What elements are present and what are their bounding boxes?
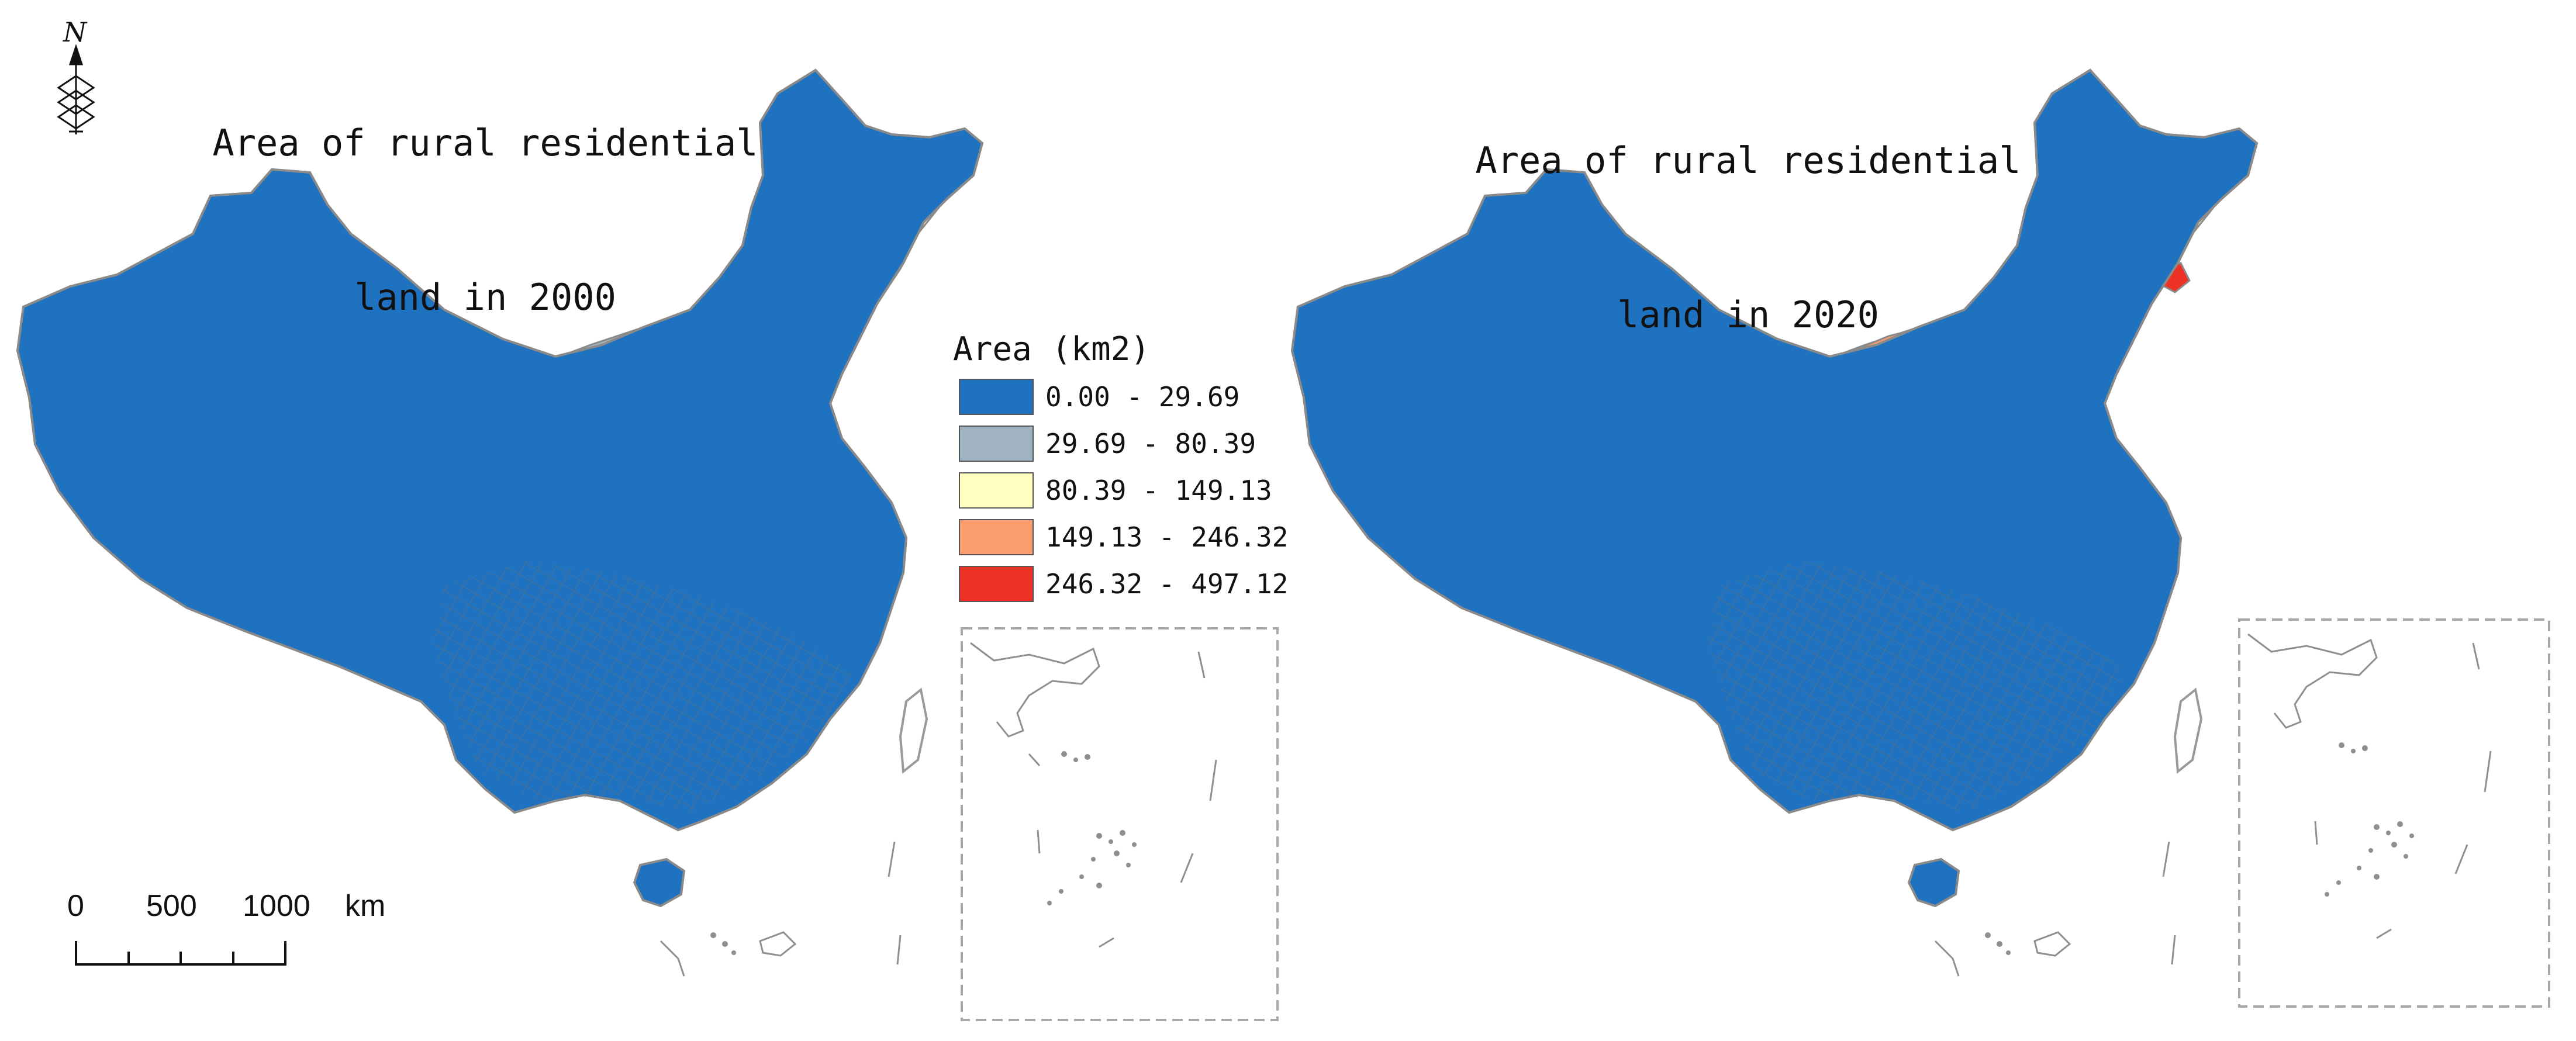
scale-unit: km [345,889,386,923]
legend-swatch [959,519,1034,555]
legend-swatch [959,426,1034,462]
legend-label: 80.39 - 149.13 [1045,475,1272,506]
legend-item: 246.32 - 497.12 [959,566,1288,602]
north-arrow-label: N [63,16,87,48]
legend-item: 29.69 - 80.39 [959,426,1256,462]
hainan-2020 [1907,857,1960,908]
inset-frame-2000 [961,627,1279,1021]
taiwan-2020 [2173,687,2203,774]
legend-item: 80.39 - 149.13 [959,472,1272,509]
legend-swatch [959,566,1034,602]
map-title-2020-line1: Area of rural residential [1475,139,2021,182]
scale-tick-500: 500 [146,889,197,923]
scale-bar [75,941,286,966]
legend-label: 0.00 - 29.69 [1045,381,1240,413]
scale-tick-1000: 1000 [243,889,310,923]
legend-title: Area (km2) [953,330,1151,368]
north-arrow-icon [57,44,95,134]
legend-swatch [959,472,1034,509]
map-title-2020: Area of rural residential land in 2020 [1456,32,2040,444]
legend-label: 29.69 - 80.39 [1045,428,1256,459]
map-2000 [16,44,1279,1021]
map-title-2000: Area of rural residential land in 2000 [193,15,778,426]
hainan-2000 [633,857,686,908]
taiwan-2000 [899,687,928,774]
map-2020 [1290,68,2550,1008]
legend-swatch [959,379,1034,415]
legend-item: 0.00 - 29.69 [959,379,1239,415]
inset-frame-2020 [2238,618,2550,1008]
map-title-2000-line2: land in 2000 [354,276,616,319]
scale-tick-0: 0 [67,889,84,923]
legend-label: 246.32 - 497.12 [1045,568,1289,600]
map-title-2000-line1: Area of rural residential [212,122,758,164]
legend-item: 149.13 - 246.32 [959,519,1288,555]
legend-label: 149.13 - 246.32 [1045,521,1289,553]
map-title-2020-line2: land in 2020 [1617,293,1879,336]
